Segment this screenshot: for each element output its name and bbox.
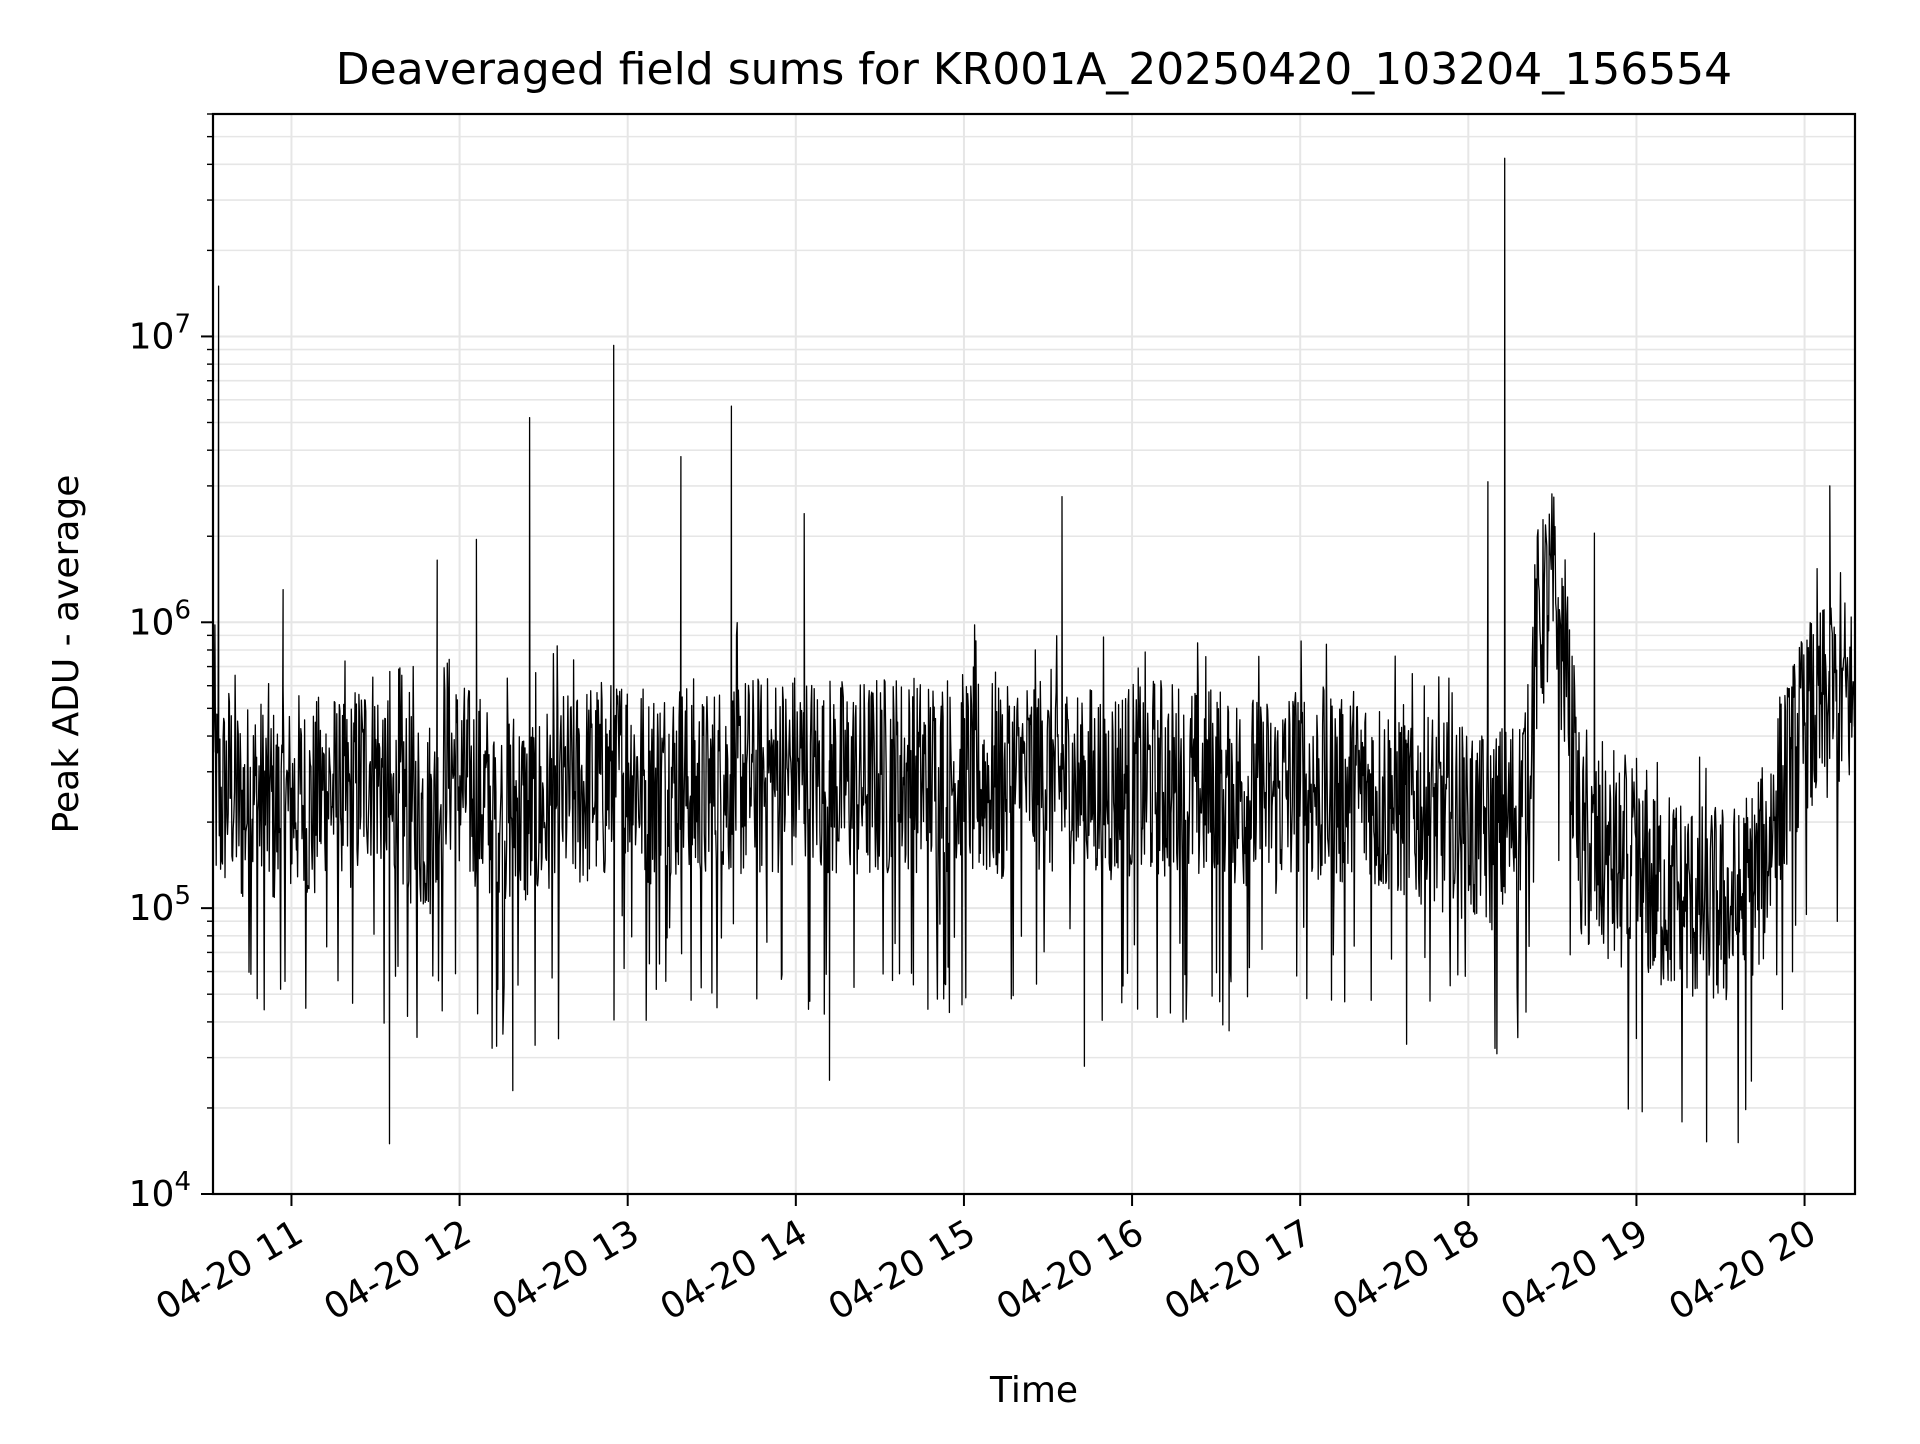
- data-layer: [212, 157, 1856, 1145]
- plot-frame: [211, 112, 1857, 1196]
- y-tick-label: 105: [129, 881, 191, 929]
- series-line: [212, 157, 1856, 1145]
- y-axis-label: Peak ADU - average: [46, 475, 87, 834]
- y-tick-label: 106: [129, 595, 191, 643]
- y-tick-label: 104: [129, 1167, 191, 1215]
- x-axis-label: Time: [989, 1370, 1078, 1411]
- y-tick-label: 107: [129, 309, 191, 357]
- chart-title: Deaveraged field sums for KR001A_2025042…: [336, 44, 1732, 95]
